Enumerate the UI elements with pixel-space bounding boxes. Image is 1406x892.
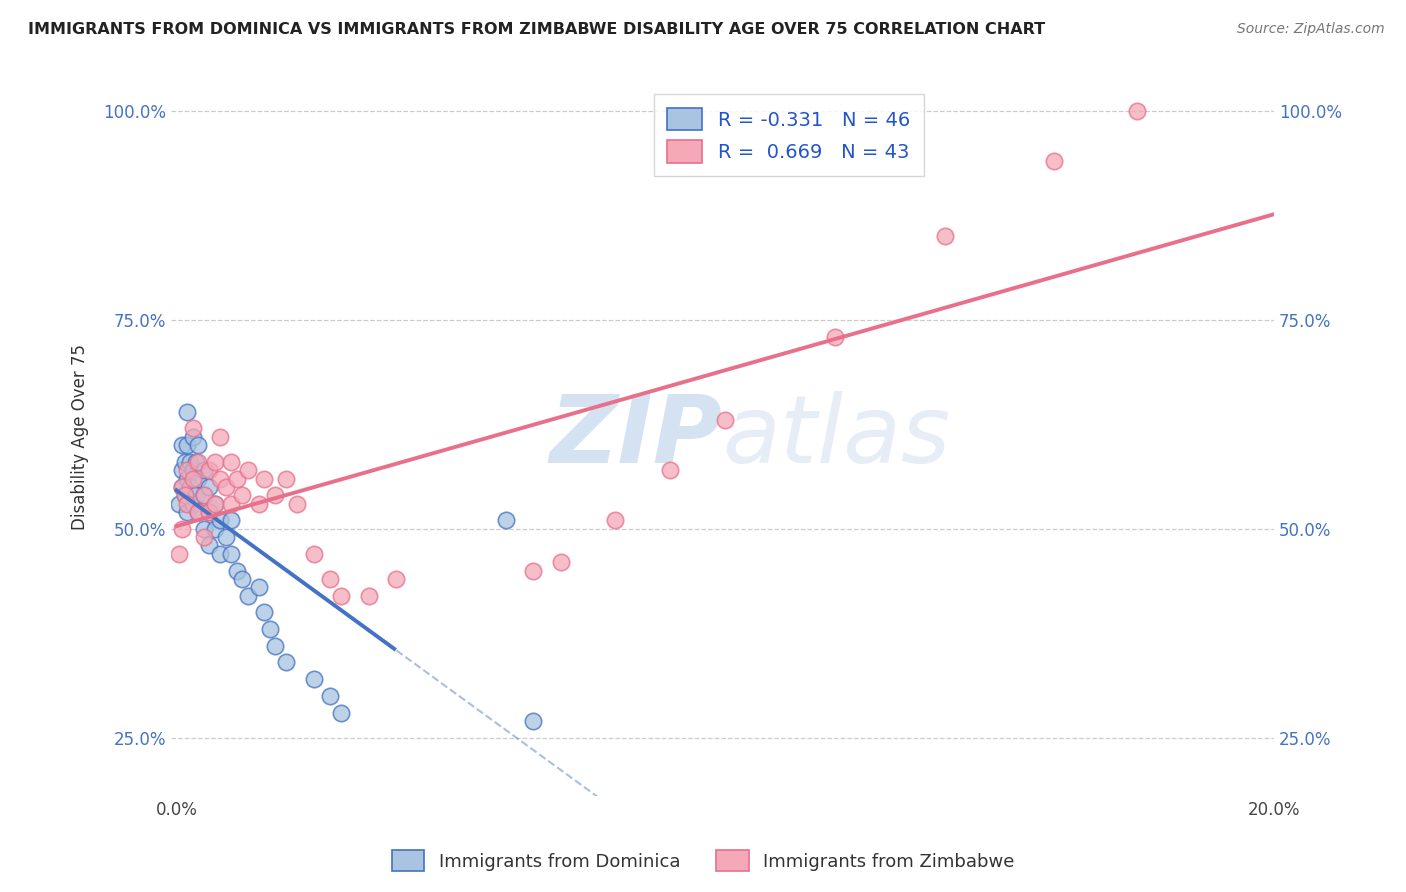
Point xyxy=(187,455,209,469)
Point xyxy=(247,580,270,594)
Point xyxy=(221,497,243,511)
Point xyxy=(176,405,198,419)
Point xyxy=(302,672,325,686)
Point xyxy=(221,455,243,469)
Point xyxy=(605,513,627,527)
Point xyxy=(221,547,243,561)
Point xyxy=(170,480,193,494)
Point xyxy=(193,488,215,502)
Point xyxy=(193,463,215,477)
Point xyxy=(495,513,517,527)
Point xyxy=(276,472,298,486)
Point xyxy=(1125,103,1147,118)
Point xyxy=(714,413,737,427)
Text: ZIP: ZIP xyxy=(550,391,723,483)
Point xyxy=(659,463,682,477)
Point xyxy=(357,589,380,603)
Text: atlas: atlas xyxy=(723,392,950,483)
Point xyxy=(181,472,204,486)
Point xyxy=(1043,154,1066,169)
Point xyxy=(204,497,226,511)
Point xyxy=(264,639,287,653)
Point xyxy=(319,572,342,586)
Point xyxy=(253,472,276,486)
Point xyxy=(179,480,201,494)
Point xyxy=(193,530,215,544)
Point xyxy=(176,505,198,519)
Point xyxy=(209,430,232,444)
Point xyxy=(824,329,846,343)
Point xyxy=(167,547,190,561)
Point xyxy=(173,488,195,502)
Point xyxy=(285,497,308,511)
Point xyxy=(209,472,232,486)
Point xyxy=(253,605,276,619)
Point xyxy=(167,497,190,511)
Text: Source: ZipAtlas.com: Source: ZipAtlas.com xyxy=(1237,22,1385,37)
Point xyxy=(302,547,325,561)
Point xyxy=(176,438,198,452)
Point xyxy=(247,497,270,511)
Point xyxy=(198,480,221,494)
Point xyxy=(170,522,193,536)
Point xyxy=(198,505,221,519)
Point xyxy=(198,538,221,552)
Point xyxy=(231,572,253,586)
Point xyxy=(225,472,247,486)
Point xyxy=(215,480,238,494)
Point xyxy=(236,463,259,477)
Point xyxy=(276,656,298,670)
Point xyxy=(550,555,572,569)
Y-axis label: Disability Age Over 75: Disability Age Over 75 xyxy=(72,343,89,530)
Point xyxy=(259,622,281,636)
Point xyxy=(181,463,204,477)
Point xyxy=(221,513,243,527)
Point xyxy=(187,505,209,519)
Point xyxy=(193,522,215,536)
Point xyxy=(170,463,193,477)
Point xyxy=(209,547,232,561)
Legend: R = -0.331   N = 46, R =  0.669   N = 43: R = -0.331 N = 46, R = 0.669 N = 43 xyxy=(654,95,924,177)
Point xyxy=(176,497,198,511)
Point xyxy=(264,488,287,502)
Point xyxy=(193,488,215,502)
Point xyxy=(181,430,204,444)
Point xyxy=(187,505,209,519)
Text: IMMIGRANTS FROM DOMINICA VS IMMIGRANTS FROM ZIMBABWE DISABILITY AGE OVER 75 CORR: IMMIGRANTS FROM DOMINICA VS IMMIGRANTS F… xyxy=(28,22,1045,37)
Point xyxy=(330,589,353,603)
Point xyxy=(319,689,342,703)
Point xyxy=(204,455,226,469)
Point xyxy=(236,589,259,603)
Point xyxy=(385,572,408,586)
Point xyxy=(176,472,198,486)
Point xyxy=(215,530,238,544)
Point xyxy=(181,497,204,511)
Point xyxy=(209,513,232,527)
Point xyxy=(184,488,207,502)
Point xyxy=(198,463,221,477)
Point xyxy=(330,706,353,720)
Point xyxy=(176,463,198,477)
Point xyxy=(204,522,226,536)
Point xyxy=(522,714,544,728)
Point xyxy=(173,488,195,502)
Point xyxy=(173,455,195,469)
Point xyxy=(170,438,193,452)
Point xyxy=(179,455,201,469)
Point xyxy=(231,488,253,502)
Point xyxy=(170,480,193,494)
Point xyxy=(198,505,221,519)
Point xyxy=(225,564,247,578)
Point xyxy=(181,421,204,435)
Point xyxy=(184,455,207,469)
Point xyxy=(522,564,544,578)
Point xyxy=(187,472,209,486)
Point xyxy=(187,438,209,452)
Point xyxy=(934,229,956,244)
Point xyxy=(204,497,226,511)
Legend: Immigrants from Dominica, Immigrants from Zimbabwe: Immigrants from Dominica, Immigrants fro… xyxy=(384,843,1022,879)
